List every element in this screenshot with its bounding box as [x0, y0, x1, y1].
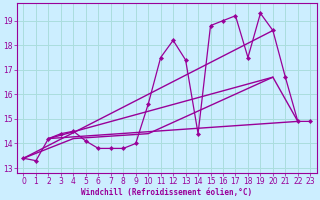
X-axis label: Windchill (Refroidissement éolien,°C): Windchill (Refroidissement éolien,°C) [81, 188, 252, 197]
